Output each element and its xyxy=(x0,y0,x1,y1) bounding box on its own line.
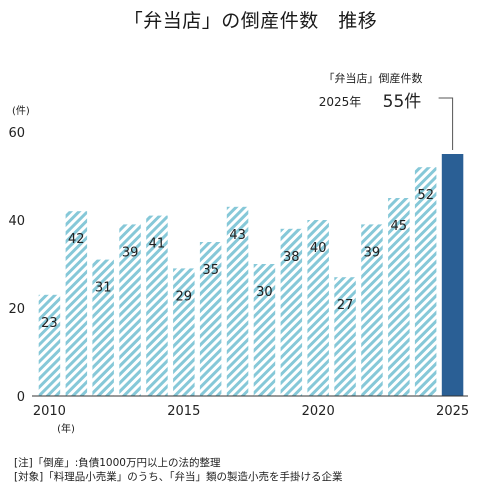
bar-2020 xyxy=(307,220,329,396)
bar-2013 xyxy=(119,224,141,396)
annotation-year: 2025年 xyxy=(319,95,362,109)
data-label-2013: 39 xyxy=(122,245,139,260)
y-tick-label-40: 40 xyxy=(8,214,25,229)
data-label-2010: 23 xyxy=(41,316,58,331)
footnotes: [注]「倒産」:負債1000万円以上の法的整理 [対象]「料理品小売業」のうち、… xyxy=(14,456,342,484)
bar-2011 xyxy=(65,211,88,396)
data-label-2019: 38 xyxy=(283,250,300,265)
bar-2010 xyxy=(38,294,61,396)
y-axis-unit: (件) xyxy=(12,105,30,117)
bar-2017 xyxy=(226,206,249,396)
data-label-2022: 39 xyxy=(364,245,381,260)
x-axis-unit: (年) xyxy=(57,422,75,435)
data-label-2017: 43 xyxy=(229,228,246,243)
footnote-definition: [注]「倒産」:負債1000万円以上の法的整理 xyxy=(14,457,221,469)
data-label-2018: 30 xyxy=(256,285,273,300)
y-tick-label-0: 0 xyxy=(17,390,25,405)
footnote-scope: [対象]「料理品小売業」のうち、「弁当」類の製造小売を手掛ける企業 xyxy=(14,471,343,483)
bar-2025 xyxy=(441,154,464,396)
bar-2019 xyxy=(280,228,303,396)
bar-2023 xyxy=(388,198,410,396)
y-tick-label-60: 60 xyxy=(8,126,25,141)
data-label-2011: 42 xyxy=(68,232,85,247)
annotation-label: 「弁当店」倒産件数 xyxy=(324,71,423,85)
bar-2014 xyxy=(146,215,168,396)
annotation-value: 55件 xyxy=(383,92,422,112)
bar-2018 xyxy=(253,264,276,396)
x-tick-label-2015: 2015 xyxy=(167,404,200,419)
bar-2016 xyxy=(199,242,222,396)
x-tick-label-2010: 2010 xyxy=(33,404,66,419)
bar-2024 xyxy=(414,167,437,396)
data-label-2020: 40 xyxy=(310,241,327,256)
bar-2015 xyxy=(173,268,195,396)
y-tick-label-20: 20 xyxy=(8,302,25,317)
x-tick-label-2020: 2020 xyxy=(302,404,335,419)
data-label-2021: 27 xyxy=(337,298,354,313)
x-tick-label-2025: 2025 xyxy=(436,404,469,419)
data-label-2023: 45 xyxy=(391,219,408,234)
chart-title: 「弁当店」の倒産件数 推移 xyxy=(123,10,378,32)
data-label-2015: 29 xyxy=(176,289,193,304)
data-label-2016: 35 xyxy=(202,263,219,278)
annotation-leader-line xyxy=(438,97,454,150)
bar-2012 xyxy=(92,259,114,396)
data-label-2012: 31 xyxy=(95,281,112,296)
data-label-2014: 41 xyxy=(149,237,166,252)
bar-2021 xyxy=(334,277,356,396)
bar-2022 xyxy=(361,224,383,396)
data-label-2024: 52 xyxy=(417,188,434,203)
